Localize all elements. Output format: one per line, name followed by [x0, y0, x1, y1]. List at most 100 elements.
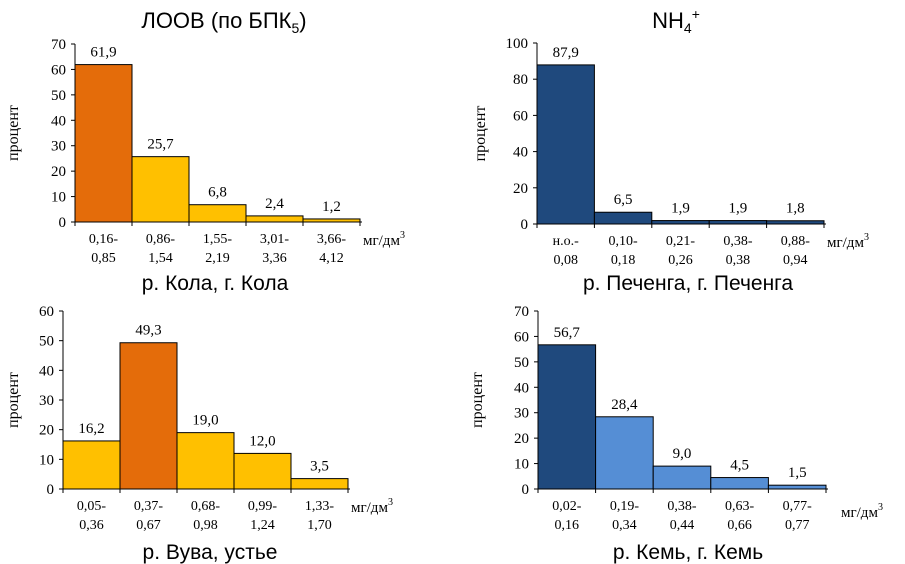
bar: [710, 477, 769, 490]
x-category-label: 1,24: [250, 518, 275, 533]
chart-title: р. Печенга, г. Печенга: [583, 272, 793, 295]
bar: [652, 465, 712, 490]
bar-value-label: 49,3: [135, 323, 161, 339]
x-category-label: 0,18: [611, 253, 636, 268]
y-tick-label: 60: [513, 108, 528, 124]
x-category-label: 0,16: [555, 518, 580, 533]
x-category-label: 3,66-: [317, 232, 347, 247]
bar: [651, 220, 710, 225]
bar-value-label: 6,8: [208, 185, 227, 201]
y-tick-label: 30: [514, 406, 529, 422]
heading-nh4: NH4+: [652, 6, 700, 36]
x-category-label: 0,38: [726, 253, 751, 268]
bar-value-label: 1,5: [788, 465, 807, 481]
bar-value-label: 6,5: [614, 192, 633, 208]
chart-pechenga: 0 20 40 60 80 100 процент 87,9 н.о.- 0,08 6,5 0,10-…: [472, 36, 869, 295]
x-category-label: 0,36: [79, 518, 104, 533]
bar-value-label: 19,0: [192, 413, 218, 429]
x-category-label: 0,02-: [552, 499, 582, 514]
x-category-label: 0,05-: [77, 499, 107, 514]
bar: [245, 215, 304, 223]
chart-kem: 0 10 20 30 40 50 60 70 процент 56,7 0,02- 0,16 28,4 0…: [469, 304, 883, 564]
bar: [131, 156, 190, 223]
bar: [593, 211, 653, 225]
x-category-label: 0,21-: [666, 234, 696, 249]
x-category-label: 0,98: [193, 518, 218, 533]
x-category-label: 0,94: [783, 253, 808, 268]
bar: [290, 478, 349, 490]
y-tick-label: 20: [51, 164, 66, 180]
bar-value-label: 4,5: [730, 458, 749, 474]
x-axis-unit-label: мг/дм3: [351, 497, 393, 516]
y-tick-label: 60: [39, 304, 54, 320]
y-tick-label: 60: [514, 329, 529, 345]
bar-value-label: 28,4: [611, 397, 638, 413]
bar: [119, 342, 178, 490]
x-category-label: 1,70: [307, 518, 332, 533]
bar: [74, 64, 133, 223]
bar: [536, 64, 595, 225]
bar-value-label: 87,9: [553, 45, 579, 61]
bar-value-label: 3,5: [310, 459, 329, 475]
y-tick-label: 40: [51, 113, 66, 129]
x-category-label: 4,12: [319, 251, 344, 266]
y-axis-label: процент: [5, 105, 22, 161]
x-axis-unit-label: мг/дм3: [363, 230, 405, 249]
bar: [176, 432, 235, 490]
x-category-label: 0,44: [670, 518, 695, 533]
y-tick-label: 0: [47, 482, 55, 498]
y-tick-label: 10: [51, 190, 66, 206]
bar: [767, 484, 827, 490]
x-category-label: 0,86-: [146, 232, 176, 247]
chart-title: р. Кемь, г. Кемь: [613, 541, 763, 564]
bar: [62, 440, 121, 490]
chart-vuva: 0 10 20 30 40 50 60 процент 16,2 0,05- 0,36 49,3 0,3…: [5, 304, 393, 564]
x-category-label: 0,19-: [610, 499, 640, 514]
bar-value-label: 9,0: [673, 446, 692, 462]
x-category-label: 0,34: [612, 518, 637, 533]
x-category-label: 0,10-: [609, 234, 639, 249]
x-category-label: 1,54: [148, 251, 173, 266]
x-category-label: 0,38-: [723, 234, 753, 249]
bar-value-label: 1,2: [322, 199, 341, 215]
x-category-label: 0,85: [91, 251, 116, 266]
x-category-label: 1,55-: [203, 232, 233, 247]
y-axis-label: процент: [5, 372, 22, 428]
bar: [233, 452, 292, 490]
bar-value-label: 2,4: [265, 196, 284, 212]
y-tick-label: 20: [39, 423, 54, 439]
y-tick-label: 0: [59, 215, 67, 231]
bar-value-label: 1,8: [786, 201, 805, 217]
x-category-label: 0,77: [785, 518, 810, 533]
chart-title: р. Кола, г. Кола: [142, 272, 289, 295]
chart-title: р. Вува, устье: [143, 541, 278, 564]
y-tick-label: 60: [51, 62, 66, 78]
y-axis-label: процент: [472, 106, 489, 162]
y-tick-label: 40: [513, 145, 528, 161]
bar-value-label: 25,7: [147, 137, 174, 153]
y-tick-label: 70: [514, 304, 529, 320]
x-category-label: 0,38-: [667, 499, 697, 514]
x-category-label: н.о.-: [553, 234, 579, 249]
y-tick-label: 10: [514, 457, 529, 473]
y-tick-label: 70: [51, 37, 66, 53]
bar-value-label: 1,9: [671, 201, 690, 217]
y-axis-label: процент: [469, 372, 486, 428]
y-tick-label: 10: [39, 452, 54, 468]
bar: [595, 416, 654, 490]
bar-value-label: 16,2: [78, 421, 104, 437]
x-axis-unit-label: мг/дм3: [841, 502, 883, 521]
bar: [537, 344, 597, 490]
bar: [302, 218, 361, 223]
y-tick-label: 40: [514, 380, 529, 396]
y-tick-label: 50: [39, 334, 54, 350]
x-category-label: 0,88-: [781, 234, 811, 249]
x-category-label: 0,99-: [248, 499, 278, 514]
bar: [708, 220, 768, 225]
y-tick-label: 50: [514, 355, 529, 371]
y-tick-label: 0: [522, 482, 530, 498]
y-tick-label: 20: [514, 431, 529, 447]
x-category-label: 0,77-: [783, 499, 813, 514]
x-category-label: 0,26: [668, 253, 693, 268]
